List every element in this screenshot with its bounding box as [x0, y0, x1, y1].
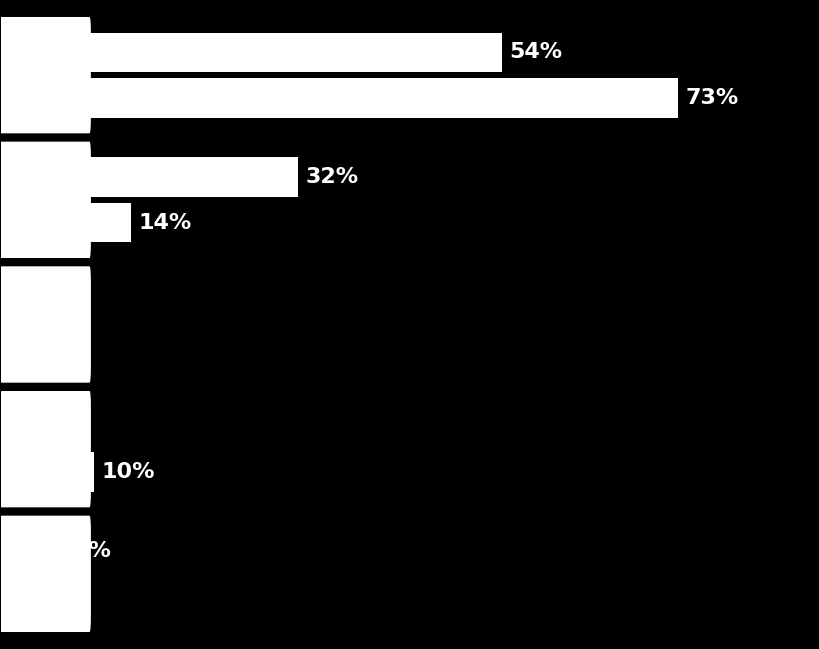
Text: 73%: 73%: [686, 88, 740, 108]
Bar: [2, 203, 131, 243]
FancyBboxPatch shape: [0, 17, 91, 133]
Text: 3%: 3%: [37, 416, 75, 436]
Bar: [2, 79, 678, 117]
Bar: [2, 577, 29, 617]
FancyBboxPatch shape: [0, 516, 91, 632]
Text: 1%: 1%: [18, 337, 56, 358]
Text: 4%: 4%: [46, 291, 84, 312]
Text: 14%: 14%: [138, 213, 192, 233]
Text: 3%: 3%: [37, 587, 75, 607]
Text: 32%: 32%: [305, 167, 359, 187]
FancyBboxPatch shape: [0, 391, 91, 508]
Text: 7%: 7%: [74, 541, 111, 561]
Text: 54%: 54%: [509, 42, 563, 62]
Bar: [2, 282, 38, 321]
Bar: [2, 532, 66, 570]
Bar: [2, 32, 502, 72]
FancyBboxPatch shape: [0, 141, 91, 258]
Bar: [2, 157, 298, 197]
Bar: [2, 328, 11, 367]
FancyBboxPatch shape: [0, 266, 91, 383]
Bar: [2, 406, 29, 446]
Bar: [2, 452, 94, 492]
Text: 10%: 10%: [102, 462, 155, 482]
